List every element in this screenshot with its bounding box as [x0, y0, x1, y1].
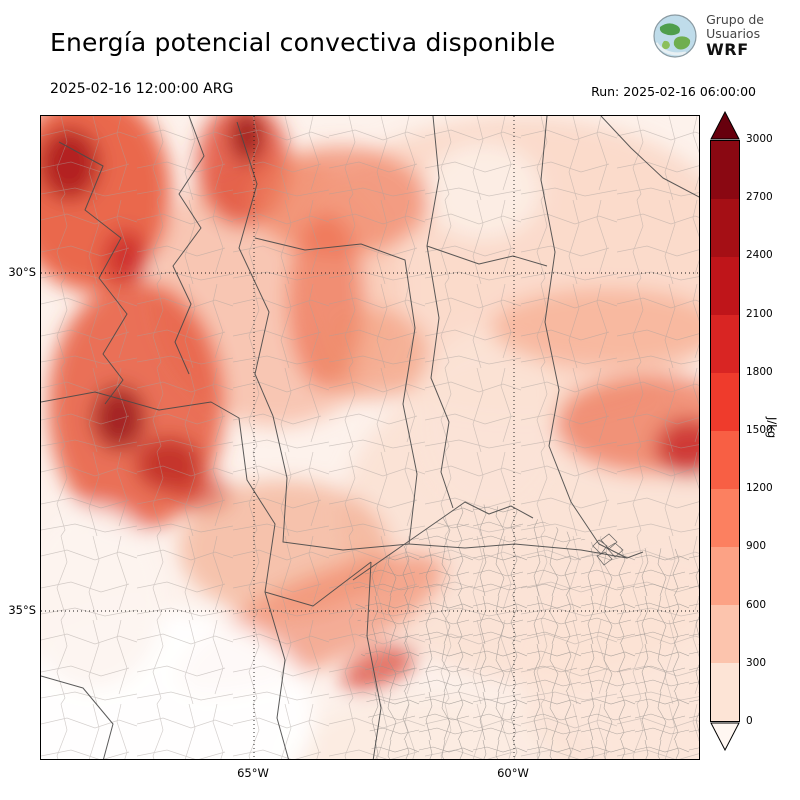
cape-map-svg — [41, 116, 699, 759]
colorbar — [710, 140, 740, 722]
department-boundaries — [41, 116, 699, 759]
wrf-logo: Grupo de Usuarios WRF — [652, 13, 764, 59]
colorbar-tick: 600 — [746, 599, 767, 611]
colorbar-band — [711, 663, 739, 721]
amba-dense-cluster — [592, 533, 624, 566]
colorbar-under-arrow — [710, 722, 740, 751]
colorbar-band — [711, 141, 739, 199]
lat-label-30s: 30°S — [8, 265, 36, 279]
logo-line-3: WRF — [706, 40, 749, 60]
colorbar-band — [711, 373, 739, 431]
colorbar-tick: 2700 — [746, 191, 773, 203]
wrf-globe-icon — [653, 14, 697, 58]
colorbar-band — [711, 547, 739, 605]
colorbar-tick: 2100 — [746, 308, 773, 320]
colorbar-band — [711, 605, 739, 663]
colorbar-band — [711, 315, 739, 373]
colorbar-tick: 0 — [746, 715, 753, 727]
colorbar-band — [711, 257, 739, 315]
colorbar-tick: 2400 — [746, 249, 773, 261]
run-time-label: Run: 2025-02-16 06:00:00 — [591, 84, 756, 99]
wrf-logo-text: Grupo de Usuarios WRF — [706, 13, 764, 59]
page-title: Energía potencial convectiva disponible — [50, 28, 556, 57]
logo-line-1: Grupo de — [706, 12, 764, 28]
colorbar-band — [711, 199, 739, 257]
colorbar-tick: 3000 — [746, 133, 773, 145]
colorbar-band — [711, 431, 739, 489]
colorbar-band — [711, 489, 739, 547]
colorbar-tick: 1200 — [746, 482, 773, 494]
province-boundaries — [41, 116, 699, 759]
colorbar-over-arrow — [710, 111, 740, 140]
colorbar-tick: 1500 — [746, 424, 773, 436]
colorbar-tick: 900 — [746, 540, 767, 552]
colorbar-unit-label: J/kg — [765, 417, 779, 439]
colorbar-tick: 300 — [746, 657, 767, 669]
logo-line-2: Usuarios — [706, 26, 761, 42]
valid-time-label: 2025-02-16 12:00:00 ARG — [50, 81, 234, 97]
colorbar-tick: 1800 — [746, 366, 773, 378]
lat-label-35s: 35°S — [8, 603, 36, 617]
lon-label-60w: 60°W — [497, 766, 529, 780]
map-canvas — [40, 115, 700, 760]
lon-label-65w: 65°W — [237, 766, 269, 780]
